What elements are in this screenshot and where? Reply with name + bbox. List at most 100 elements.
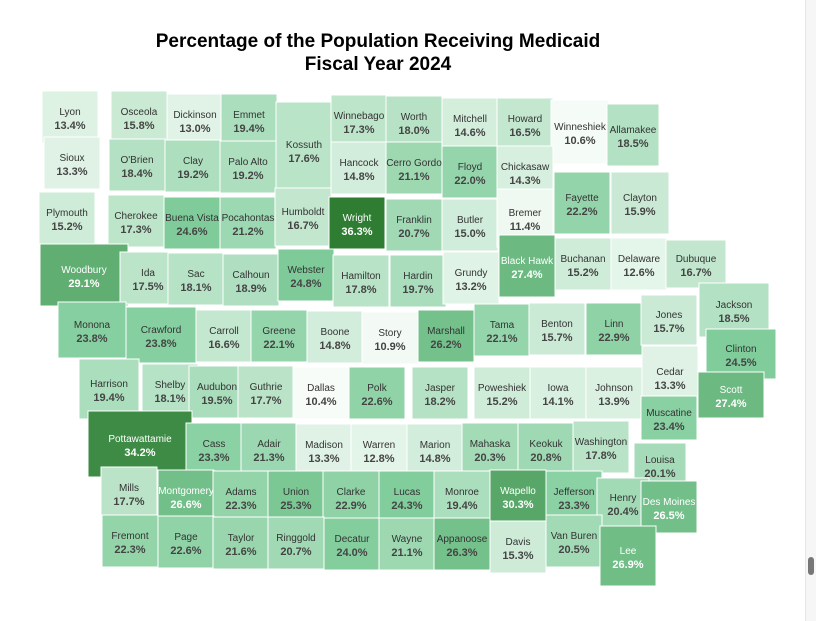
county-adair[interactable]: Adair 21.3% [240, 422, 298, 476]
county-shape[interactable] [529, 366, 587, 420]
county-wright[interactable]: Wright 36.3% [328, 196, 386, 250]
county-lee[interactable]: Lee 26.9% [599, 525, 657, 587]
county-wapello[interactable]: Wapello 30.3% [489, 469, 547, 523]
county-marshall[interactable]: Marshall 26.2% [417, 309, 475, 363]
county-carroll[interactable]: Carroll 16.6% [195, 309, 253, 363]
county-shape[interactable] [640, 294, 698, 346]
county-shape[interactable] [306, 310, 364, 364]
county-palo-alto[interactable]: Palo Alto 19.2% [219, 140, 277, 194]
county-shape[interactable] [528, 302, 586, 356]
county-shape[interactable] [697, 371, 765, 419]
county-shape[interactable] [166, 93, 224, 147]
county-black-hawk[interactable]: Black Hawk 27.4% [498, 234, 556, 298]
county-shape[interactable] [610, 171, 670, 235]
county-shape[interactable] [157, 469, 215, 523]
county-shape[interactable] [292, 366, 350, 420]
county-shape[interactable] [119, 251, 177, 305]
county-franklin[interactable]: Franklin 20.7% [385, 198, 443, 252]
county-keokuk[interactable]: Keokuk 20.8% [517, 422, 575, 476]
county-buena-vista[interactable]: Buena Vista 24.6% [163, 196, 221, 250]
county-shape[interactable] [665, 239, 727, 289]
county-taylor[interactable]: Taylor 21.6% [212, 516, 270, 570]
county-pocahontas[interactable]: Pocahontas 21.2% [219, 196, 277, 250]
county-shape[interactable] [348, 366, 406, 420]
county-shape[interactable] [101, 514, 159, 568]
county-shape[interactable] [78, 358, 140, 420]
county-hancock[interactable]: Hancock 14.8% [330, 141, 388, 195]
county-kossuth[interactable]: Kossuth 17.6% [275, 101, 333, 199]
county-winnebago[interactable]: Winnebago 17.3% [330, 94, 388, 148]
county-boone[interactable]: Boone 14.8% [306, 310, 364, 364]
county-monona[interactable]: Monona 23.8% [57, 301, 127, 359]
county-fremont[interactable]: Fremont 22.3% [101, 514, 159, 568]
county-shape[interactable] [489, 469, 547, 523]
county-shape[interactable] [295, 423, 353, 477]
county-shape[interactable] [100, 466, 158, 520]
county-page[interactable]: Page 22.6% [157, 515, 215, 569]
county-shape[interactable] [441, 198, 499, 252]
county-clay[interactable]: Clay 19.2% [164, 139, 222, 193]
county-shape[interactable] [698, 282, 770, 338]
county-union[interactable]: Union 25.3% [267, 470, 325, 524]
county-humboldt[interactable]: Humboldt 16.7% [274, 187, 332, 247]
county-shape[interactable] [361, 311, 419, 365]
county-shape[interactable] [212, 470, 270, 524]
county-audubon[interactable]: Audubon 19.5% [188, 365, 246, 419]
county-shape[interactable] [473, 366, 531, 420]
county-shape[interactable] [385, 198, 443, 252]
county-hamilton[interactable]: Hamilton 17.8% [332, 254, 390, 308]
county-shape[interactable] [323, 517, 381, 571]
county-shape[interactable] [212, 516, 270, 570]
county-shape[interactable] [330, 94, 388, 148]
county-johnson[interactable]: Johnson 13.9% [585, 366, 643, 420]
county-shape[interactable] [328, 196, 386, 250]
county-shape[interactable] [473, 303, 531, 357]
county-des-moines[interactable]: Des Moines 26.5% [640, 480, 698, 534]
county-shape[interactable] [705, 328, 777, 380]
county-montgomery[interactable]: Montgomery 26.6% [157, 469, 215, 523]
county-shape[interactable] [640, 480, 698, 534]
county-monroe[interactable]: Monroe 19.4% [433, 470, 491, 524]
county-shape[interactable] [599, 525, 657, 587]
county-shape[interactable] [332, 254, 390, 308]
county-shape[interactable] [107, 194, 165, 248]
county-warren[interactable]: Warren 12.8% [350, 423, 408, 477]
county-shape[interactable] [41, 90, 99, 144]
county-greene[interactable]: Greene 22.1% [250, 309, 308, 363]
county-shape[interactable] [442, 251, 500, 305]
county-shape[interactable] [606, 103, 660, 167]
county-iowa[interactable]: Iowa 14.1% [529, 366, 587, 420]
county-woodbury[interactable]: Woodbury 29.1% [39, 243, 129, 307]
county-decatur[interactable]: Decatur 24.0% [323, 517, 381, 571]
county-shape[interactable] [274, 187, 332, 247]
county-shape[interactable] [222, 253, 280, 307]
county-shape[interactable] [378, 517, 436, 571]
county-dubuque[interactable]: Dubuque 16.7% [665, 239, 727, 289]
county-shape[interactable] [553, 171, 611, 235]
county-davis[interactable]: Davis 15.3% [489, 520, 547, 574]
county-harrison[interactable]: Harrison 19.4% [78, 358, 140, 420]
county-shape[interactable] [411, 366, 469, 420]
county-polk[interactable]: Polk 22.6% [348, 366, 406, 420]
county-lucas[interactable]: Lucas 24.3% [378, 470, 436, 524]
county-dallas[interactable]: Dallas 10.4% [292, 366, 350, 420]
county-cass[interactable]: Cass 23.3% [185, 422, 243, 476]
county-shape[interactable] [237, 365, 295, 419]
county-mahaska[interactable]: Mahaska 20.3% [461, 422, 519, 476]
county-worth[interactable]: Worth 18.0% [385, 95, 443, 149]
county-shape[interactable] [275, 101, 333, 199]
county-shape[interactable] [157, 515, 215, 569]
county-grundy[interactable]: Grundy 13.2% [442, 251, 500, 305]
county-shape[interactable] [554, 237, 612, 291]
county-story[interactable]: Story 10.9% [361, 311, 419, 365]
county-shape[interactable] [57, 301, 127, 359]
county-shape[interactable] [220, 93, 278, 147]
county-clarke[interactable]: Clarke 22.9% [322, 470, 380, 524]
county-ringgold[interactable]: Ringgold 20.7% [267, 516, 325, 570]
county-shape[interactable] [219, 196, 277, 250]
county-van-buren[interactable]: Van Buren 20.5% [545, 514, 603, 568]
county-muscatine[interactable]: Muscatine 23.4% [640, 395, 698, 441]
scrollbar-thumb[interactable] [808, 557, 814, 575]
county-butler[interactable]: Butler 15.0% [441, 198, 499, 252]
county-scott[interactable]: Scott 27.4% [697, 371, 765, 419]
